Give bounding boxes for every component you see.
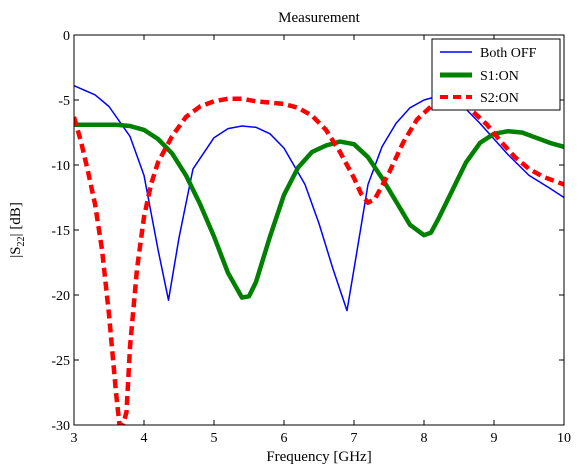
x-axis-label: Frequency [GHz]: [266, 449, 371, 465]
y-tick-label: -5: [58, 94, 70, 109]
legend-label-s1-on: S1:ON: [480, 69, 519, 84]
x-tick-label: 3: [71, 431, 78, 446]
y-tick-label: 0: [63, 29, 70, 44]
y-tick-label: -20: [51, 289, 70, 304]
x-tick-label: 10: [557, 431, 571, 446]
x-tick-label: 4: [141, 431, 148, 446]
series-layer: [74, 84, 564, 425]
x-tick-label: 5: [211, 431, 218, 446]
legend-label-both-off: Both OFF: [480, 46, 537, 61]
series-line-s1-on: [74, 122, 564, 300]
y-axis-label-tail: | [dB]: [8, 202, 24, 236]
x-tick-label: 9: [491, 431, 498, 446]
x-tick-label: 7: [351, 431, 358, 446]
chart-title: Measurement: [278, 10, 360, 26]
axes-layer: 3 4 5 6 7 8 9 10 0 -5 -10 -15 -20 -25 -30: [51, 29, 571, 446]
y-tick-label: -10: [51, 159, 70, 174]
x-tick-label: 8: [421, 431, 428, 446]
x-tick-label: 6: [281, 431, 288, 446]
y-tick-label: -30: [51, 419, 70, 434]
y-axis-label: |S22| [dB]: [8, 202, 27, 258]
y-tick-label: -15: [51, 224, 70, 239]
legend: Both OFF S1:ON S2:ON: [431, 38, 561, 111]
series-line-both-off: [74, 84, 564, 312]
y-axis-label-subscript: 22: [16, 236, 27, 246]
y-tick-label: -25: [51, 354, 70, 369]
legend-label-s2-on: S2:ON: [480, 91, 519, 106]
y-axis-label-main: |S: [8, 246, 24, 257]
